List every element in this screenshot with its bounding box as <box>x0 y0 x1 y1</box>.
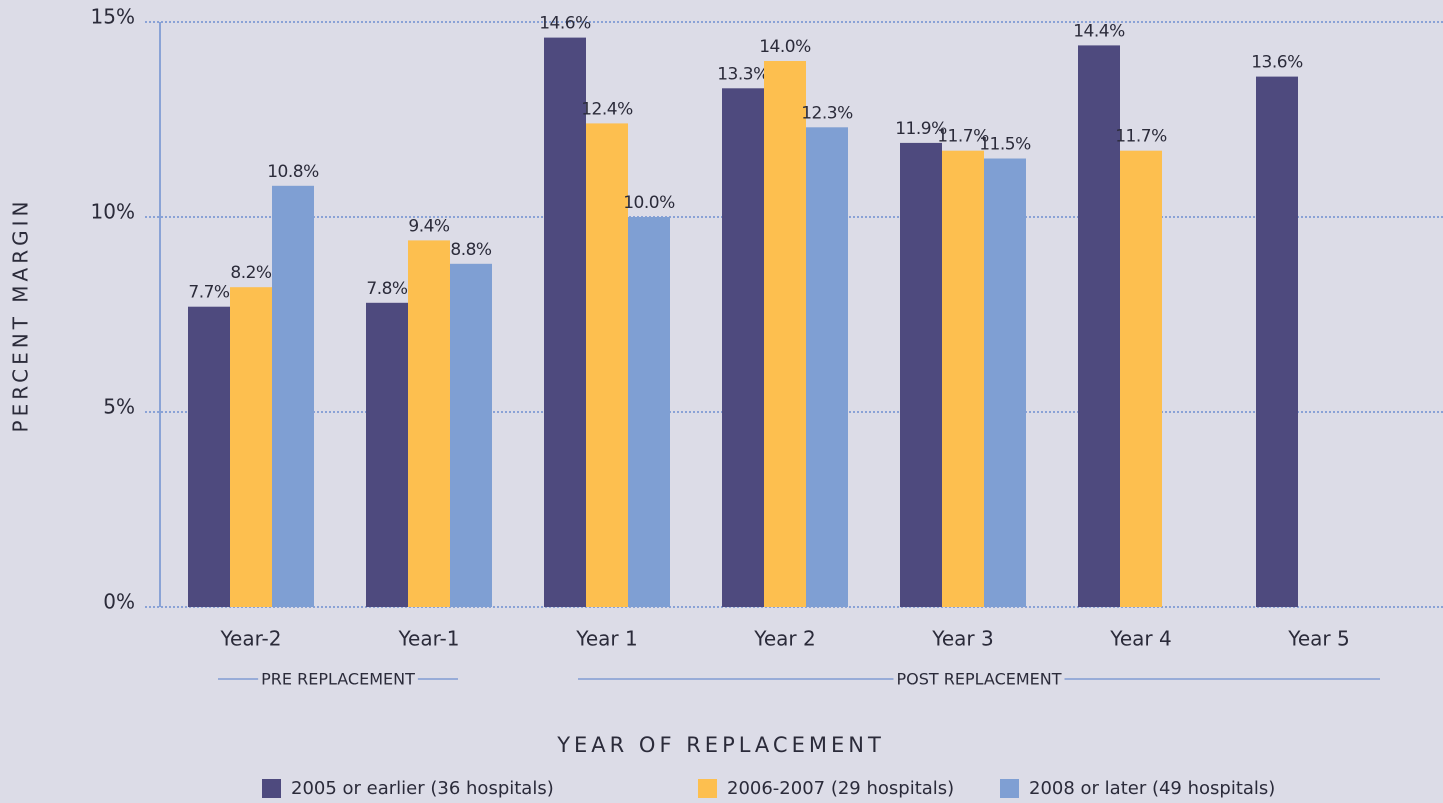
x-tick-label: Year 5 <box>1287 627 1349 651</box>
x-tick-label: Year 3 <box>931 627 993 651</box>
value-label: 14.6% <box>539 14 591 34</box>
legend-swatch <box>1000 779 1019 798</box>
x-tick-label: Year-1 <box>397 627 459 651</box>
y-tick-label: 10% <box>91 200 135 224</box>
value-label: 14.4% <box>1073 21 1125 41</box>
bar <box>586 123 628 608</box>
y-tick-label: 5% <box>103 395 135 419</box>
legend-swatch <box>262 779 281 798</box>
value-label: 11.7% <box>937 127 989 147</box>
value-label: 7.8% <box>366 279 408 299</box>
value-label: 12.3% <box>801 103 853 123</box>
value-label: 10.0% <box>623 193 675 213</box>
bar <box>1256 76 1298 608</box>
value-label: 9.4% <box>408 216 450 236</box>
bar <box>722 88 764 608</box>
value-label: 11.7% <box>1115 127 1167 147</box>
y-tick-label: 0% <box>103 590 135 614</box>
bar <box>1078 45 1120 607</box>
value-label: 10.8% <box>267 162 319 182</box>
annotation: POST REPLACEMENT <box>896 670 1061 689</box>
bar <box>366 302 408 607</box>
legend-label: 2005 or earlier (36 hospitals) <box>291 778 554 799</box>
y-axis-title: PERCENT MARGIN <box>9 198 33 433</box>
annotation-background <box>893 668 1065 690</box>
bar <box>900 142 942 607</box>
value-label: 11.9% <box>895 119 947 139</box>
bar <box>984 158 1026 607</box>
bar <box>628 217 670 607</box>
value-label: 12.4% <box>581 99 633 119</box>
x-tick-label: Year 1 <box>575 627 637 651</box>
x-tick-label: Year-2 <box>219 627 281 651</box>
legend-swatch <box>698 779 717 798</box>
bar <box>188 306 230 607</box>
value-label: 13.6% <box>1251 53 1303 73</box>
bar <box>408 240 450 607</box>
x-axis-title: YEAR OF REPLACEMENT <box>556 733 885 757</box>
bar <box>764 61 806 607</box>
annotation-background <box>258 668 418 690</box>
x-tick-label: Year 2 <box>753 627 815 651</box>
value-label: 13.3% <box>717 64 769 84</box>
value-label: 8.2% <box>230 263 272 283</box>
value-label: 14.0% <box>759 37 811 57</box>
y-tick-label: 15% <box>91 5 135 29</box>
legend-label: 2006-2007 (29 hospitals) <box>727 778 954 799</box>
bar <box>230 287 272 607</box>
legend-label: 2008 or later (49 hospitals) <box>1029 778 1275 799</box>
bar <box>544 37 586 608</box>
bar <box>272 185 314 608</box>
value-label: 11.5% <box>979 135 1031 155</box>
x-tick-label: Year 4 <box>1109 627 1171 651</box>
bar <box>1120 150 1162 607</box>
value-label: 7.7% <box>188 283 230 303</box>
annotation: PRE REPLACEMENT <box>261 670 415 689</box>
bar <box>450 263 492 607</box>
value-label: 8.8% <box>450 240 492 260</box>
bar <box>806 127 848 608</box>
bar <box>942 150 984 607</box>
